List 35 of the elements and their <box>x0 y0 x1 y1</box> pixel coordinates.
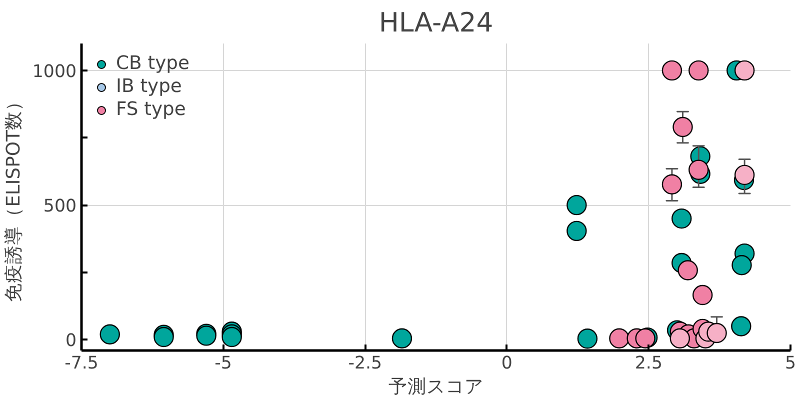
y-tick-label: 0 <box>65 331 77 352</box>
x-tick-label: 2.5 <box>634 354 662 374</box>
point <box>662 60 682 81</box>
point <box>100 324 120 344</box>
point <box>692 284 713 306</box>
x-tick-label: -2.5 <box>348 354 382 374</box>
point <box>731 316 752 336</box>
point <box>678 260 698 280</box>
y-axis-title: 免疫誘導（ELISPOT数） <box>2 92 24 302</box>
x-tick-label: 5 <box>784 354 796 374</box>
y-tick-label: 1000 <box>32 62 77 82</box>
point <box>734 60 755 81</box>
legend-label: CB type <box>116 53 190 74</box>
chart-title: HLA-A24 <box>378 8 494 38</box>
legend-label: IB type <box>116 76 182 97</box>
x-tick-label: -5 <box>214 354 232 374</box>
point <box>672 208 692 229</box>
x-tick-label: 0 <box>501 354 512 374</box>
point <box>392 328 412 348</box>
point <box>706 322 727 344</box>
x-axis-title: 予測スコア <box>388 376 484 398</box>
point <box>662 174 682 194</box>
x-tick-label: -7.5 <box>64 354 98 374</box>
point <box>688 60 709 81</box>
point <box>672 116 693 138</box>
point <box>566 220 587 242</box>
point <box>566 195 587 216</box>
point <box>577 328 598 349</box>
point <box>688 160 709 180</box>
point <box>670 328 690 348</box>
legend-label: FS type <box>116 99 186 120</box>
y-tick-label: 500 <box>43 196 77 217</box>
point <box>732 255 752 276</box>
point <box>609 328 630 348</box>
point <box>734 164 755 185</box>
